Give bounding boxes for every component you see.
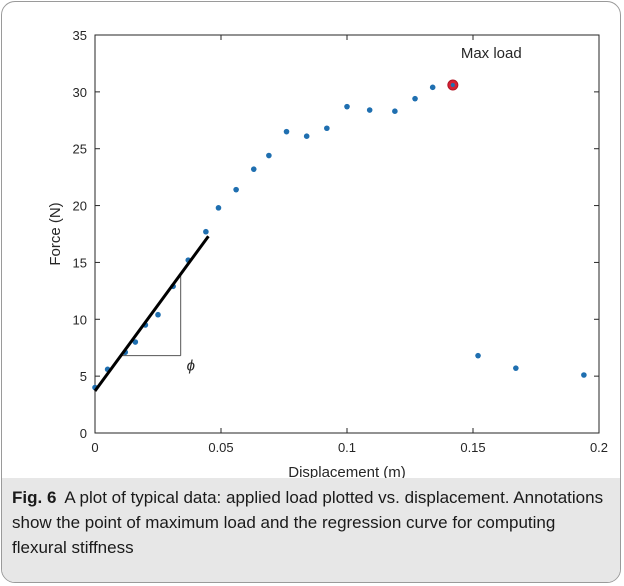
data-point	[513, 365, 519, 371]
max-load-point	[450, 83, 455, 88]
data-point	[344, 103, 350, 110]
scatter-chart: 0 0.05 0.1 0.15 0.2 0 5 10 15 20 25 30 35 Displacemen…	[47, 28, 608, 478]
y-tick-label: 0	[80, 426, 87, 441]
x-tick-label: 0.15	[460, 440, 485, 455]
regression-line	[93, 235, 210, 392]
max-load-label: Max load	[461, 45, 522, 62]
y-tick-label: 25	[73, 142, 87, 157]
caption-label: Fig. 6	[12, 488, 57, 507]
y-tick-label: 35	[73, 28, 87, 43]
x-axis-label: Displacement (m)	[288, 464, 406, 478]
data-point	[283, 128, 290, 135]
y-axis-label: Force (N)	[47, 202, 64, 265]
x-tick-label: 0.2	[590, 440, 608, 455]
data-point	[215, 205, 222, 211]
y-tick-label: 20	[73, 199, 87, 214]
data-point	[392, 108, 398, 114]
x-tick-label: 0.05	[208, 440, 233, 455]
phi-label: ϕ	[187, 358, 195, 375]
data-point	[266, 152, 272, 159]
x-tick-label: 0	[91, 440, 98, 455]
data-point	[132, 339, 139, 345]
caption-text: A plot of typical data: applied load plo…	[12, 488, 604, 557]
data-point	[250, 166, 257, 172]
data-point	[303, 133, 310, 140]
y-tick-label: 15	[73, 255, 87, 270]
data-point	[412, 95, 418, 102]
y-tick-label: 10	[73, 312, 87, 327]
caption-band	[2, 478, 620, 582]
data-point	[324, 125, 330, 132]
data-point	[581, 372, 587, 378]
x-tick-label: 0.1	[338, 440, 356, 455]
data-point	[233, 186, 239, 193]
y-tick-label: 30	[73, 85, 87, 100]
data-point	[155, 311, 161, 318]
data-point	[203, 228, 209, 235]
y-tick-label: 5	[80, 369, 87, 384]
plot-area-frame	[94, 34, 600, 434]
data-point	[366, 107, 373, 113]
data-point	[429, 84, 436, 91]
data-point	[475, 352, 481, 359]
